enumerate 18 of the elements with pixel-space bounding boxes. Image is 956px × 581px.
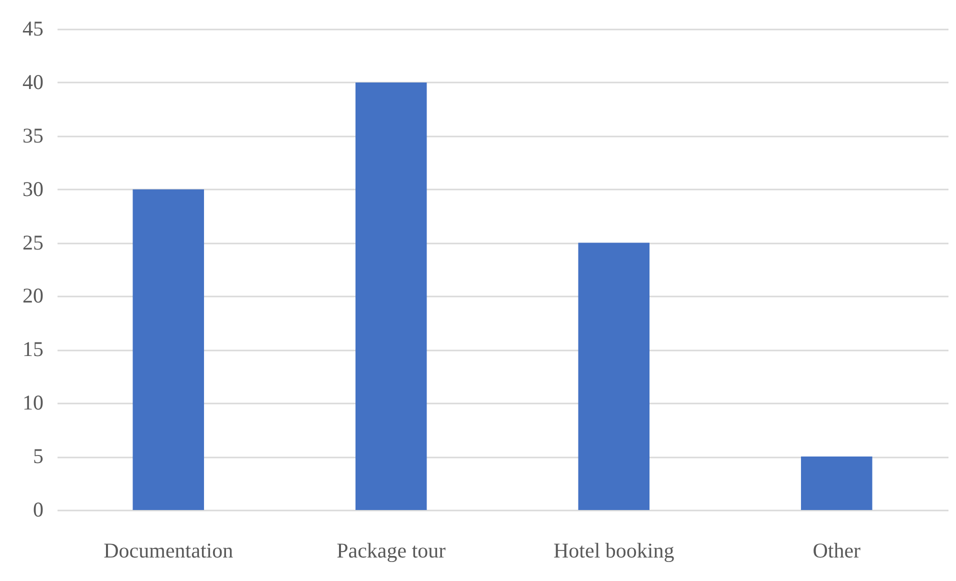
x-tick-label: Package tour [336, 538, 446, 562]
y-tick-label: 0 [33, 498, 44, 522]
x-tick-label: Other [812, 538, 861, 562]
x-tick-label: Documentation [104, 538, 234, 562]
y-tick-label: 5 [33, 444, 44, 468]
y-tick-label: 40 [22, 70, 44, 94]
y-tick-label: 25 [22, 230, 44, 254]
x-tick-label: Hotel booking [554, 538, 675, 562]
bar [132, 189, 204, 510]
y-tick-label: 45 [22, 16, 44, 40]
y-tick-label: 30 [22, 176, 44, 201]
y-tick-label: 20 [22, 284, 44, 308]
y-tick-label: 35 [22, 123, 44, 148]
bar [355, 82, 427, 510]
y-tick-label: 15 [22, 337, 44, 362]
bar [800, 456, 872, 510]
bar [578, 242, 650, 510]
y-tick-label: 10 [22, 390, 44, 415]
